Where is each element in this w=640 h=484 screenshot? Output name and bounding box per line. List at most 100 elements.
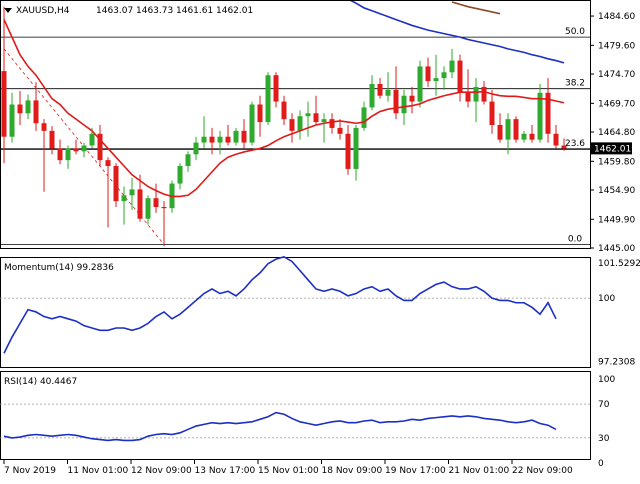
- candle-body: [313, 113, 319, 123]
- candle-body: [457, 60, 463, 93]
- candle-body: [113, 166, 119, 202]
- candle-body: [401, 95, 407, 114]
- candle-body: [513, 119, 519, 140]
- candle-body: [89, 133, 95, 146]
- candle-body: [265, 75, 271, 123]
- candle-body: [377, 84, 383, 96]
- candle-body: [489, 101, 495, 125]
- price-tick-label: 1479.60: [598, 41, 635, 51]
- momentum-line: [3, 255, 557, 354]
- candle-body: [337, 127, 343, 134]
- time-tick-label: 18 Nov 09:00: [322, 466, 383, 476]
- candle-body: [449, 60, 455, 73]
- fib-label: 38.2: [565, 79, 585, 89]
- candle-body: [385, 89, 391, 96]
- price-tick-label: 1459.80: [598, 157, 635, 167]
- candle-body: [185, 154, 191, 166]
- candlestick-series: [1, 6, 567, 247]
- candle-body: [145, 198, 151, 219]
- candle-body: [9, 104, 15, 137]
- candle-body: [409, 95, 415, 102]
- candle-body: [329, 119, 335, 128]
- candle-body: [521, 133, 527, 140]
- momentum-tick-label: 101.5292: [598, 259, 640, 269]
- candle-body: [17, 104, 23, 114]
- candle-body: [105, 160, 111, 166]
- candle-body: [177, 166, 183, 184]
- triangle-down-icon[interactable]: [4, 8, 12, 13]
- time-tick-label: 11 Nov 01:00: [68, 466, 129, 476]
- candle-body: [249, 104, 255, 143]
- candle-body: [33, 100, 39, 124]
- price-tick-label: 1445.00: [598, 244, 635, 254]
- candle-body: [241, 130, 247, 143]
- fib-label: 23.6: [565, 139, 585, 149]
- candle-body: [129, 189, 135, 196]
- momentum-panel-frame: [0, 257, 591, 368]
- candle-body: [153, 198, 159, 207]
- rsi-tick-label: 70: [598, 400, 610, 410]
- time-tick-label: 7 Nov 2019: [4, 466, 56, 476]
- candle-body: [465, 92, 471, 102]
- open-value: 1463.07: [96, 6, 133, 16]
- ma-fast-line: [3, 19, 565, 198]
- candle-body: [137, 189, 143, 219]
- candle-body: [289, 119, 295, 131]
- time-tick-label: 19 Nov 17:00: [385, 466, 446, 476]
- candle-body: [345, 133, 351, 169]
- candle-body: [321, 119, 327, 123]
- moving-averages: [3, 1, 565, 198]
- time-tick-label: 22 Nov 09:00: [512, 466, 573, 476]
- candle-body: [41, 123, 47, 131]
- candle-body: [273, 75, 279, 102]
- candle-body: [49, 130, 55, 149]
- candle-body: [433, 78, 439, 82]
- candle-body: [353, 127, 359, 169]
- fib-label: 50.0: [565, 27, 585, 37]
- candle-body: [553, 133, 559, 146]
- candle-body: [281, 101, 287, 120]
- candle-body: [369, 84, 375, 108]
- momentum-series: 101.5292 100 97.2308: [0, 255, 640, 368]
- price-tick-label: 1469.70: [598, 99, 635, 109]
- candle-body: [529, 133, 535, 140]
- ma-slow-line: [350, 1, 565, 64]
- candle-body: [161, 207, 167, 209]
- candle-body: [361, 107, 367, 128]
- price-tick-label: 1474.70: [598, 70, 635, 80]
- candle-body: [193, 142, 199, 155]
- candle-body: [297, 116, 303, 131]
- rsi-title: RSI(14) 40.4467: [4, 377, 77, 387]
- high-value: 1463.73: [136, 6, 173, 16]
- rsi-line: [3, 411, 557, 442]
- candle-body: [225, 136, 231, 143]
- time-tick-label: 13 Nov 17:00: [195, 466, 256, 476]
- time-tick-label: 15 Nov 01:00: [258, 466, 319, 476]
- candle-body: [217, 136, 223, 143]
- candle-body: [305, 113, 311, 117]
- candle-body: [561, 145, 567, 149]
- price-axis: 1484.60 1479.60 1474.70 1469.70 1464.80 1459.…: [590, 12, 635, 254]
- candle-body: [481, 86, 487, 102]
- candle-body: [57, 148, 63, 161]
- candle-body: [497, 125, 503, 140]
- momentum-tick-label: 97.2308: [598, 358, 635, 368]
- candle-body: [473, 86, 479, 102]
- low-value: 1461.61: [176, 6, 213, 16]
- candle-body: [545, 92, 551, 134]
- time-tick-label: 12 Nov 09:00: [131, 466, 192, 476]
- candle-body: [65, 148, 71, 161]
- candle-body: [209, 136, 215, 143]
- candle-body: [81, 145, 87, 152]
- current-price-text: 1462.01: [594, 144, 631, 154]
- candle-body: [97, 133, 103, 161]
- candle-body: [425, 66, 431, 82]
- time-axis: 7 Nov 2019 11 Nov 01:00 12 Nov 09:00 13 Nov…: [3, 460, 573, 476]
- rsi-tick-label: 30: [598, 434, 610, 444]
- price-tick-label: 1454.90: [598, 186, 635, 196]
- fib-label: 0.0: [568, 234, 583, 244]
- candle-body: [537, 92, 543, 140]
- candle-body: [25, 100, 31, 114]
